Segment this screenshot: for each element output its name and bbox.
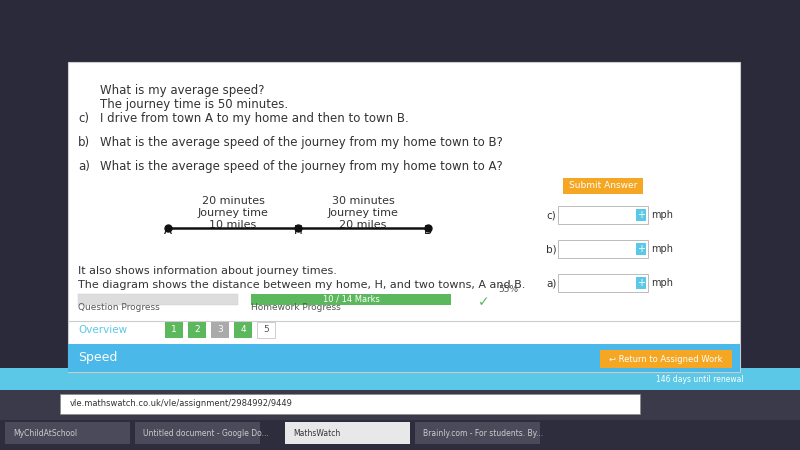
Bar xyxy=(285,422,410,444)
Text: a): a) xyxy=(546,279,556,289)
Text: MathsWatch: MathsWatch xyxy=(293,428,340,437)
Text: c): c) xyxy=(78,112,89,125)
Text: 2: 2 xyxy=(194,325,200,334)
Text: c): c) xyxy=(546,211,556,221)
Text: b): b) xyxy=(78,136,90,149)
Text: Speed: Speed xyxy=(78,351,118,364)
Bar xyxy=(0,368,800,390)
Bar xyxy=(0,390,800,420)
Bar xyxy=(188,322,206,338)
Text: I drive from town A to my home and then to town B.: I drive from town A to my home and then … xyxy=(100,112,409,125)
Text: Overview: Overview xyxy=(78,325,127,335)
Text: It also shows information about journey times.: It also shows information about journey … xyxy=(78,266,337,276)
Text: 5: 5 xyxy=(263,325,269,334)
Bar xyxy=(558,274,648,292)
Text: Untitled document - Google Do...: Untitled document - Google Do... xyxy=(143,428,269,437)
Text: 146 days until renewal: 146 days until renewal xyxy=(656,374,744,383)
Bar xyxy=(68,344,740,372)
Text: MyChildAtSchool: MyChildAtSchool xyxy=(13,428,77,437)
Bar xyxy=(135,422,260,444)
Bar xyxy=(0,420,800,450)
Bar xyxy=(251,294,451,305)
Text: 20 miles: 20 miles xyxy=(339,220,386,230)
Text: 1: 1 xyxy=(171,325,177,334)
Bar xyxy=(558,206,648,224)
Text: Submit Answer: Submit Answer xyxy=(569,181,637,190)
Text: +: + xyxy=(637,278,645,288)
Bar xyxy=(600,350,732,368)
Text: A: A xyxy=(164,224,172,237)
Text: Journey time: Journey time xyxy=(198,208,269,218)
Text: ↩ Return to Assigned Work: ↩ Return to Assigned Work xyxy=(610,355,722,364)
Bar xyxy=(78,294,238,305)
Text: Homework Progress: Homework Progress xyxy=(251,303,341,312)
Bar xyxy=(5,422,130,444)
Bar xyxy=(257,322,275,338)
Text: What is the average speed of the journey from my home town to B?: What is the average speed of the journey… xyxy=(100,136,503,149)
Text: 55%: 55% xyxy=(498,285,518,294)
Text: What is my average speed?: What is my average speed? xyxy=(100,84,265,97)
Text: +: + xyxy=(637,210,645,220)
Text: B: B xyxy=(424,224,432,237)
Text: +: + xyxy=(637,244,645,254)
Text: mph: mph xyxy=(651,278,673,288)
Bar xyxy=(68,62,740,372)
Bar xyxy=(60,394,640,414)
Text: ✓: ✓ xyxy=(478,295,490,309)
Text: What is the average speed of the journey from my home town to A?: What is the average speed of the journey… xyxy=(100,160,502,173)
Bar xyxy=(563,178,643,194)
Bar xyxy=(636,277,646,289)
Text: 30 minutes: 30 minutes xyxy=(332,196,394,206)
Text: 10 miles: 10 miles xyxy=(210,220,257,230)
Bar xyxy=(636,243,646,255)
Text: 3: 3 xyxy=(217,325,223,334)
Text: The journey time is 50 minutes.: The journey time is 50 minutes. xyxy=(100,98,288,111)
Text: a): a) xyxy=(78,160,90,173)
Text: mph: mph xyxy=(651,210,673,220)
Text: 10 / 14 Marks: 10 / 14 Marks xyxy=(322,295,379,304)
Text: Question Progress: Question Progress xyxy=(78,303,160,312)
Bar xyxy=(0,388,800,390)
Text: The diagram shows the distance between my home, H, and two towns, A and B.: The diagram shows the distance between m… xyxy=(78,280,526,290)
Text: Brainly.com - For students. By...: Brainly.com - For students. By... xyxy=(423,428,543,437)
Text: mph: mph xyxy=(651,244,673,254)
Text: Journey time: Journey time xyxy=(327,208,398,218)
Text: vle.mathswatch.co.uk/vle/assignment/2984992/9449: vle.mathswatch.co.uk/vle/assignment/2984… xyxy=(70,400,293,409)
Bar xyxy=(415,422,540,444)
Text: 20 minutes: 20 minutes xyxy=(202,196,265,206)
Bar xyxy=(211,322,229,338)
Text: b): b) xyxy=(546,245,557,255)
Bar xyxy=(558,240,648,258)
Bar xyxy=(636,209,646,221)
Bar xyxy=(165,322,183,338)
Text: 4: 4 xyxy=(240,325,246,334)
Text: H: H xyxy=(294,224,302,237)
Bar xyxy=(234,322,252,338)
